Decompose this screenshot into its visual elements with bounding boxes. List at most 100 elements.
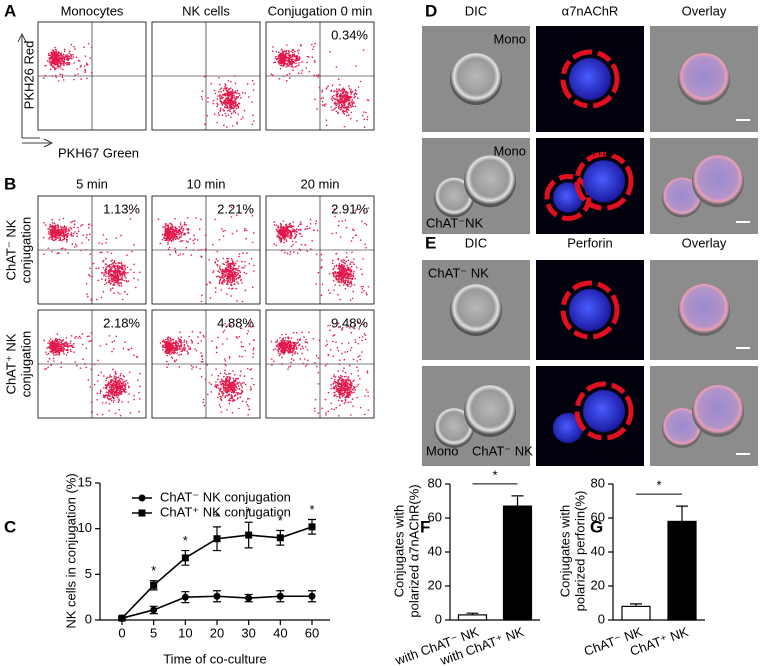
- dot: [219, 389, 221, 392]
- dot: [63, 226, 65, 229]
- dot: [317, 76, 319, 78]
- dot: [166, 360, 168, 363]
- dot: [115, 372, 117, 374]
- dot: [327, 289, 330, 291]
- dot: [224, 95, 227, 97]
- dot: [110, 399, 113, 402]
- dot: [331, 232, 334, 235]
- dot: [337, 370, 339, 372]
- dot: [251, 101, 253, 103]
- dot: [139, 372, 141, 375]
- dot: [115, 237, 118, 239]
- dot: [118, 282, 121, 284]
- dot: [296, 56, 298, 59]
- dot: [344, 219, 347, 222]
- dot: [340, 97, 343, 100]
- dot: [57, 57, 59, 60]
- dot: [185, 246, 188, 249]
- dot: [221, 97, 223, 100]
- dot: [321, 283, 324, 286]
- dot: [54, 227, 57, 230]
- dot: [171, 348, 174, 351]
- dot: [252, 339, 255, 341]
- dot: [301, 235, 303, 238]
- dot: [353, 284, 356, 286]
- dot: [351, 228, 354, 231]
- dot: [166, 234, 169, 236]
- dot: [114, 379, 117, 381]
- dot: [235, 107, 238, 110]
- dot: [294, 50, 296, 53]
- dot: [74, 337, 76, 339]
- dot: [283, 226, 286, 229]
- dot: [113, 269, 115, 272]
- dot: [166, 232, 168, 235]
- dot: [113, 377, 115, 380]
- dot: [228, 266, 230, 269]
- dot: [336, 103, 339, 105]
- dot: [280, 231, 283, 233]
- dot: [230, 383, 233, 385]
- dot: [133, 398, 135, 401]
- dot: [107, 398, 110, 400]
- dot: [61, 57, 63, 60]
- dot: [223, 358, 226, 360]
- dot: [74, 48, 76, 50]
- dot: [114, 276, 117, 279]
- dot: [315, 354, 318, 357]
- dot: [286, 342, 289, 345]
- percent-label: 1.13%: [103, 201, 140, 216]
- dot: [282, 75, 285, 78]
- dot: [348, 97, 350, 100]
- dot: [174, 247, 176, 250]
- dot: [170, 227, 173, 230]
- dot: [90, 71, 93, 74]
- dot: [118, 379, 120, 381]
- dot: [170, 236, 173, 238]
- dot: [126, 254, 128, 256]
- dot: [300, 72, 303, 75]
- dot: [333, 289, 335, 291]
- dot: [225, 381, 227, 384]
- dot: [48, 357, 51, 360]
- dot: [170, 233, 173, 236]
- dot: [284, 235, 286, 238]
- dot: [54, 68, 56, 71]
- dot: [212, 271, 214, 274]
- dot: [219, 381, 221, 383]
- dot: [338, 268, 341, 271]
- dot: [246, 367, 249, 370]
- dot: [332, 274, 335, 277]
- dot: [55, 337, 57, 340]
- dot: [350, 96, 353, 98]
- dot: [133, 271, 135, 274]
- dot: [292, 228, 294, 230]
- dot: [197, 342, 200, 344]
- dot: [226, 276, 229, 279]
- dot: [281, 356, 283, 359]
- dot: [300, 243, 303, 246]
- dot: [340, 108, 343, 110]
- dot: [290, 337, 293, 339]
- dot: [184, 233, 187, 235]
- dot: [341, 270, 343, 273]
- dot: [86, 77, 88, 80]
- dot: [294, 344, 296, 347]
- dot: [110, 383, 112, 386]
- dot: [54, 53, 56, 56]
- dot: [299, 358, 302, 360]
- axis-arrow: [22, 138, 53, 148]
- dot: [291, 351, 294, 354]
- dot: [173, 359, 176, 362]
- dot: [226, 264, 228, 267]
- dot: [286, 345, 289, 347]
- dot: [224, 106, 226, 109]
- dot: [219, 96, 221, 98]
- dot: [186, 350, 188, 352]
- dot: [193, 234, 195, 237]
- dot: [253, 264, 255, 267]
- dot: [229, 381, 231, 384]
- dot: [344, 287, 347, 290]
- dot: [230, 105, 233, 108]
- dot: [338, 262, 341, 265]
